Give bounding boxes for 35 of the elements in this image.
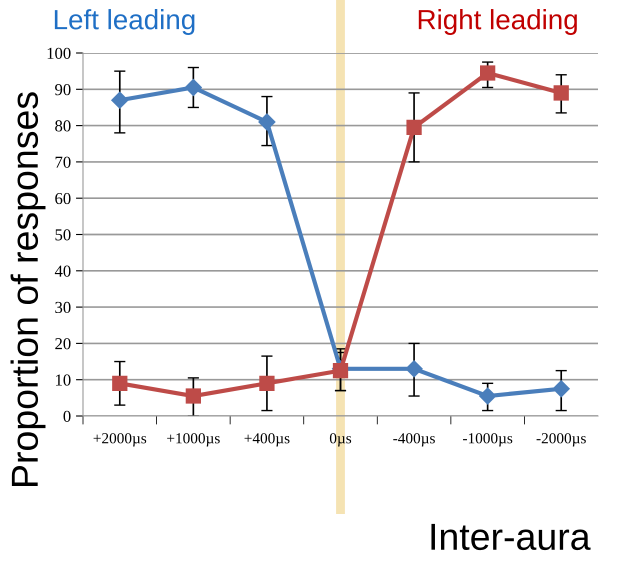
point [552,380,570,398]
y-tick-label: 10 [56,374,71,386]
point [554,85,569,101]
y-axis-title: Proportion of responses [10,92,46,486]
y-tick-label: 0 [63,410,71,422]
series-label: Right leading [418,9,577,35]
x-tick-label: -1000µs [463,433,512,447]
x-tick-label: +400µs [244,433,290,447]
point [406,360,423,378]
point [112,376,128,391]
point [480,65,496,81]
x-tick-label: +1000µs [167,433,220,447]
point [184,78,202,96]
point [406,120,422,136]
y-tick-label: 80 [55,120,71,132]
x-tick-label: +2000µs [94,433,146,447]
point [111,92,128,109]
x-tick-label: -2000µs [536,433,586,447]
y-tick-label: 70 [56,156,71,168]
y-tick-label: 30 [55,302,71,314]
y-tick-label: 20 [55,338,71,350]
series-label: Left leading [54,9,194,35]
y-tick-label: 60 [55,192,71,204]
x-axis-title: Inter-aura [431,524,591,550]
x-tick-label: 0µs [330,433,352,447]
y-tick-label: 40 [54,266,71,277]
point [186,388,201,404]
x-tick-label: -400µs [393,433,435,447]
point [479,387,496,405]
y-tick-label: 100 [48,48,71,59]
point [258,113,276,131]
y-tick-label: 50 [55,229,71,240]
point [332,362,348,378]
y-tick-label: 90 [55,84,71,96]
point [259,376,275,391]
